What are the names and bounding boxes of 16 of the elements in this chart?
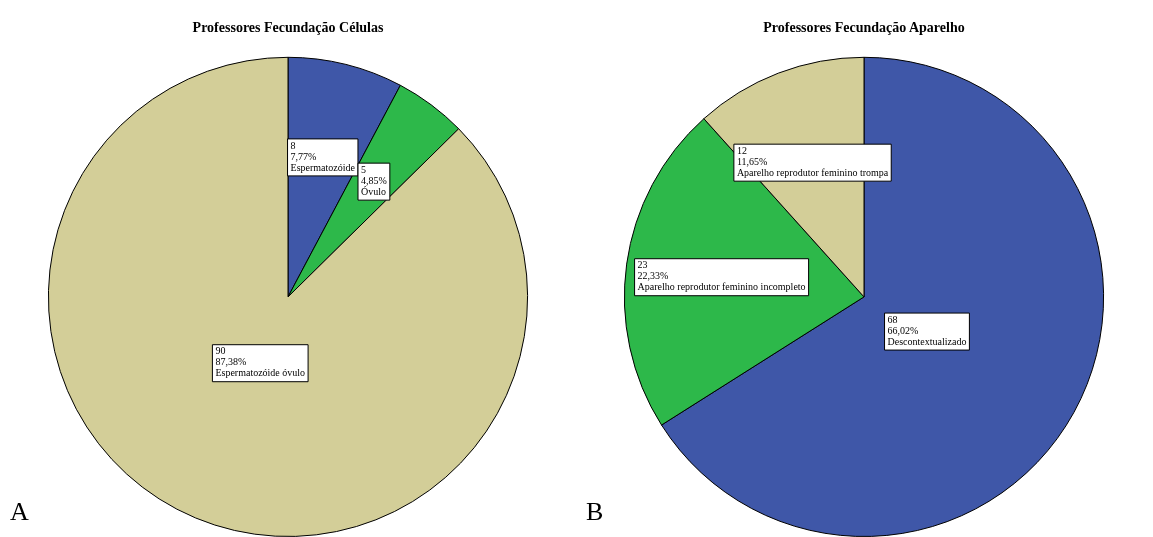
slice-label: Óvulo	[361, 185, 386, 197]
data-label: 68 66,02%	[887, 313, 919, 336]
data-label: 12 11,65%	[736, 144, 768, 167]
text: B	[586, 497, 604, 526]
chart-title: Professores Fecundação Aparelho	[763, 20, 965, 36]
slice-label: Aparelho reprodutor feminino incompleto	[637, 281, 806, 293]
slice-label: Aparelho reprodutor feminino trompa	[736, 166, 889, 178]
slice-label: Descontextualizado	[887, 335, 967, 347]
slice-label: Espermatozóide óvulo	[215, 367, 306, 379]
chart-title: Professores Fecundação Células	[192, 20, 384, 36]
data-label: 23 22,33%	[637, 259, 669, 282]
slice-label: Espermatozóide	[290, 161, 356, 173]
data-label: 90 87,38%	[215, 345, 247, 368]
data-label: 8 7,77%	[290, 139, 317, 162]
data-label: 5 4,85%	[361, 163, 387, 186]
text: A	[10, 497, 29, 526]
